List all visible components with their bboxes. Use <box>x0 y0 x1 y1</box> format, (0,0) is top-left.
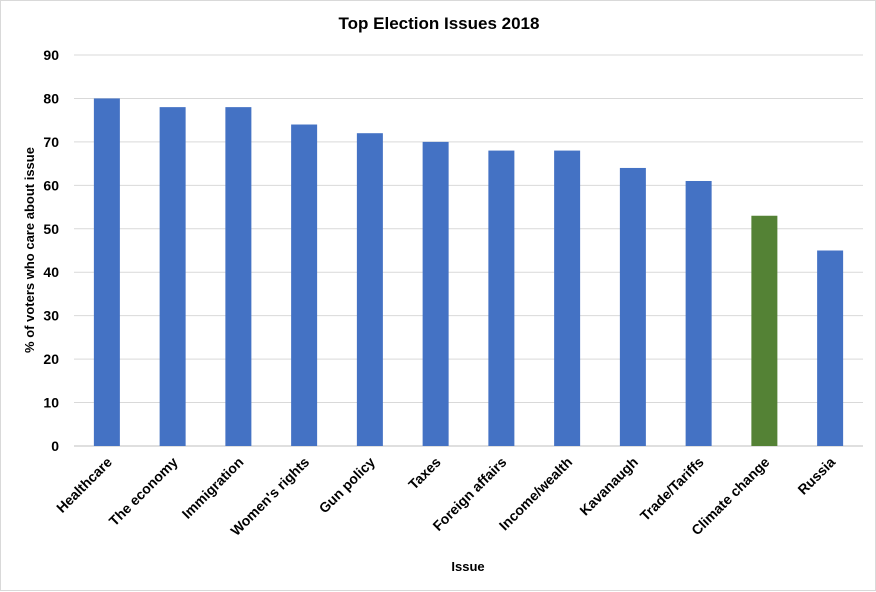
bar-the-economy <box>159 107 186 446</box>
bar-women-s-rights <box>291 124 318 446</box>
bars <box>93 98 844 447</box>
y-tick-label: 10 <box>43 395 59 411</box>
y-tick-label: 50 <box>43 221 59 237</box>
bar-trade-tariffs <box>685 180 712 446</box>
y-tick-label: 40 <box>43 264 59 280</box>
bar-healthcare <box>93 98 120 446</box>
x-tick-label: Immigration <box>179 454 247 522</box>
chart-title: Top Election Issues 2018 <box>339 14 540 33</box>
y-tick-label: 30 <box>43 308 59 324</box>
bar-taxes <box>422 141 449 446</box>
y-axis-title: % of voters who care about issue <box>22 147 37 353</box>
y-tick-label: 0 <box>51 438 59 454</box>
y-tick-label: 20 <box>43 351 59 367</box>
x-tick-label: Trade/Tariffs <box>637 454 707 524</box>
bar-climate-change <box>751 215 778 446</box>
y-tick-label: 80 <box>43 90 59 106</box>
y-tick-label: 90 <box>43 47 59 63</box>
bar-income-wealth <box>554 150 581 447</box>
x-tick-label: Healthcare <box>53 454 115 516</box>
x-tick-label: Gun policy <box>316 454 379 517</box>
x-tick-label: The economy <box>106 454 181 529</box>
bar-gun-policy <box>356 133 383 446</box>
x-tick-label: Kavanaugh <box>576 454 641 519</box>
x-tick-label: Russia <box>794 454 838 498</box>
x-axis-title: Issue <box>451 559 484 574</box>
bar-immigration <box>225 107 252 446</box>
gridlines <box>74 54 863 447</box>
bar-russia <box>817 250 844 446</box>
bar-kavanaugh <box>619 167 646 446</box>
bar-foreign-affairs <box>488 150 515 447</box>
y-tick-label: 60 <box>43 177 59 193</box>
x-tick-label: Taxes <box>405 454 444 493</box>
y-tick-labels: 0 10 20 30 40 50 60 70 80 90 <box>43 47 59 454</box>
y-tick-label: 70 <box>43 134 59 150</box>
